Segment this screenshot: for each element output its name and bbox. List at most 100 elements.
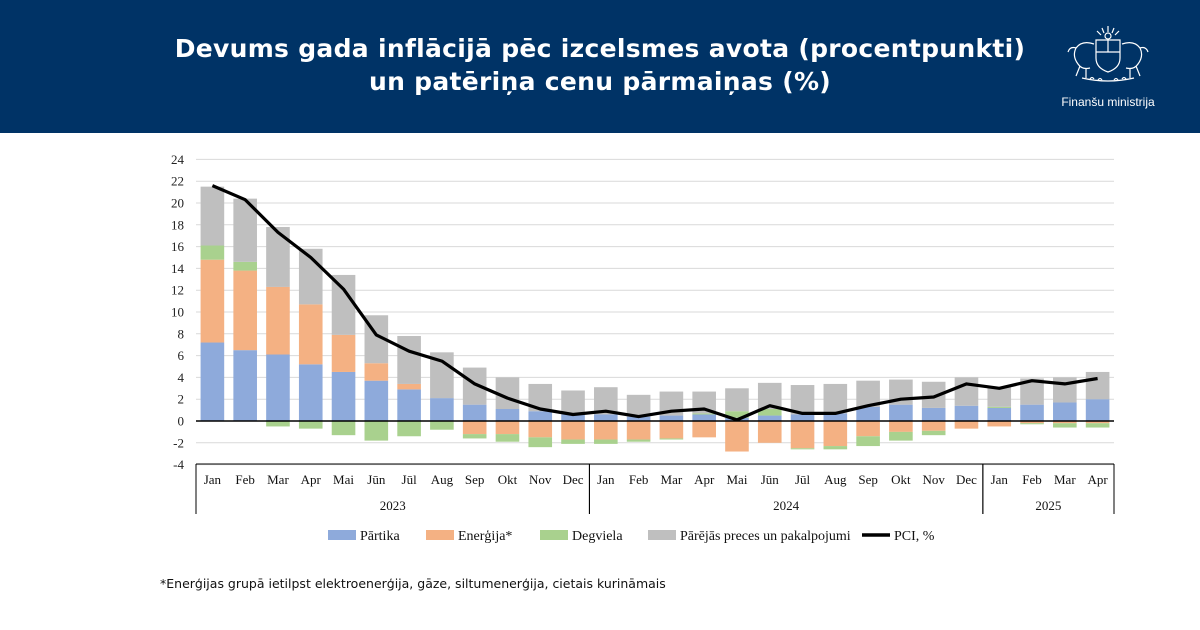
bar-segment xyxy=(561,414,585,421)
bar-segment xyxy=(790,421,815,449)
bar-segment xyxy=(233,270,257,351)
bar-segment xyxy=(790,448,815,450)
x-tick-label: Dec xyxy=(563,472,584,487)
bar-segment xyxy=(200,245,225,260)
bar-segment xyxy=(921,407,946,421)
bar-segment xyxy=(757,382,782,410)
y-tick-label: 0 xyxy=(178,414,185,429)
bar-segment xyxy=(331,421,356,436)
bar-segment xyxy=(987,421,1012,427)
page-title: Devums gada inflācijā pēc izcelsmes avot… xyxy=(0,32,1200,98)
bar-segment xyxy=(987,406,1012,408)
bar-segment xyxy=(1085,421,1110,424)
bar-segment xyxy=(856,406,880,421)
bar-segment xyxy=(430,398,454,421)
x-tick-label: Apr xyxy=(694,472,715,487)
bar-segment xyxy=(331,371,356,421)
bar-segment xyxy=(397,421,421,437)
bar-segment xyxy=(1020,423,1044,425)
bar-segment xyxy=(692,413,716,415)
bar-segment xyxy=(757,415,782,421)
year-label: 2023 xyxy=(380,498,406,513)
x-tick-label: Okt xyxy=(891,472,911,487)
legend-swatch xyxy=(328,530,356,540)
bar-segment xyxy=(266,286,290,355)
y-tick-label: 14 xyxy=(171,261,185,276)
bar-segment xyxy=(1085,399,1110,421)
bar-segment xyxy=(659,421,684,439)
bar-segment xyxy=(462,434,487,439)
year-label: 2025 xyxy=(1035,498,1061,513)
bar-segment xyxy=(823,413,848,421)
bar-segment xyxy=(1085,423,1110,428)
bar-segment xyxy=(594,414,618,421)
bar-segment xyxy=(462,421,487,435)
x-tick-label: Jūn xyxy=(761,472,780,487)
bar-segment xyxy=(364,363,389,381)
bar-segment xyxy=(528,437,553,448)
bar-segment xyxy=(692,421,716,438)
bar-segment xyxy=(561,439,585,444)
bar-segment xyxy=(1053,402,1077,421)
bar-segment xyxy=(757,421,782,443)
y-tick-label: 24 xyxy=(171,152,185,167)
x-tick-label: Apr xyxy=(301,472,322,487)
bar-segment xyxy=(528,421,553,438)
bar-segment xyxy=(1085,371,1110,400)
title-line-2: un patēriņa cenu pārmaiņas (%) xyxy=(368,67,832,96)
y-tick-label: 18 xyxy=(171,217,184,232)
header-banner: Devums gada inflācijā pēc izcelsmes avot… xyxy=(0,0,1200,133)
bar-segment xyxy=(856,436,880,447)
bar-segment xyxy=(823,421,848,447)
bar-segment xyxy=(298,421,323,429)
legend-swatch xyxy=(426,530,454,540)
bar-segment xyxy=(1053,423,1077,428)
coat-of-arms-icon xyxy=(1067,26,1149,82)
bar-segment xyxy=(725,388,749,412)
bar-segment xyxy=(626,394,651,417)
bar-segment xyxy=(954,421,979,429)
bar-segment xyxy=(528,383,553,412)
x-tick-label: Mai xyxy=(726,472,747,487)
y-tick-label: 4 xyxy=(178,370,185,385)
bar-segment xyxy=(626,416,651,421)
bar-segment xyxy=(266,354,290,421)
footnote: *Enerģijas grupā ietilpst elektroenerģij… xyxy=(160,576,666,591)
y-tick-label: 12 xyxy=(171,283,184,298)
x-tick-label: Sep xyxy=(858,472,878,487)
x-tick-label: Feb xyxy=(1022,472,1042,487)
title-line-1: Devums gada inflācijā pēc izcelsmes avot… xyxy=(174,34,1026,63)
legend-swatch xyxy=(540,530,568,540)
legend-swatch xyxy=(648,530,676,540)
x-tick-label: Sep xyxy=(465,472,485,487)
x-tick-label: Feb xyxy=(235,472,255,487)
bar-segment xyxy=(266,226,290,287)
bar-segment xyxy=(495,421,520,435)
bar-segment xyxy=(331,274,356,335)
x-tick-label: Apr xyxy=(1087,472,1108,487)
y-tick-label: -4 xyxy=(173,457,184,472)
bar-segment xyxy=(823,446,848,450)
bar-segment xyxy=(659,438,684,440)
x-tick-label: Jan xyxy=(597,472,615,487)
x-tick-label: Okt xyxy=(498,472,518,487)
y-tick-label: -2 xyxy=(173,435,184,450)
x-tick-label: Jan xyxy=(204,472,222,487)
bar-segment xyxy=(921,421,946,431)
bar-segment xyxy=(889,421,913,432)
x-tick-label: Mar xyxy=(267,472,289,487)
ministry-name: Finanšu ministrija xyxy=(1061,95,1155,109)
bar-segment xyxy=(528,411,553,421)
legend-label: Pārtika xyxy=(360,529,400,544)
bar-segment xyxy=(659,415,684,421)
bar-segment xyxy=(823,383,848,414)
legend-label: Degviela xyxy=(572,529,623,544)
bar-segment xyxy=(594,387,618,415)
legend-label: PCI, % xyxy=(894,529,935,544)
bar-segment xyxy=(561,390,585,415)
x-tick-label: Nov xyxy=(922,472,945,487)
legend-label: Pārējās preces un pakalpojumi xyxy=(680,529,851,544)
bar-segment xyxy=(200,259,225,343)
bar-segment xyxy=(462,404,487,421)
